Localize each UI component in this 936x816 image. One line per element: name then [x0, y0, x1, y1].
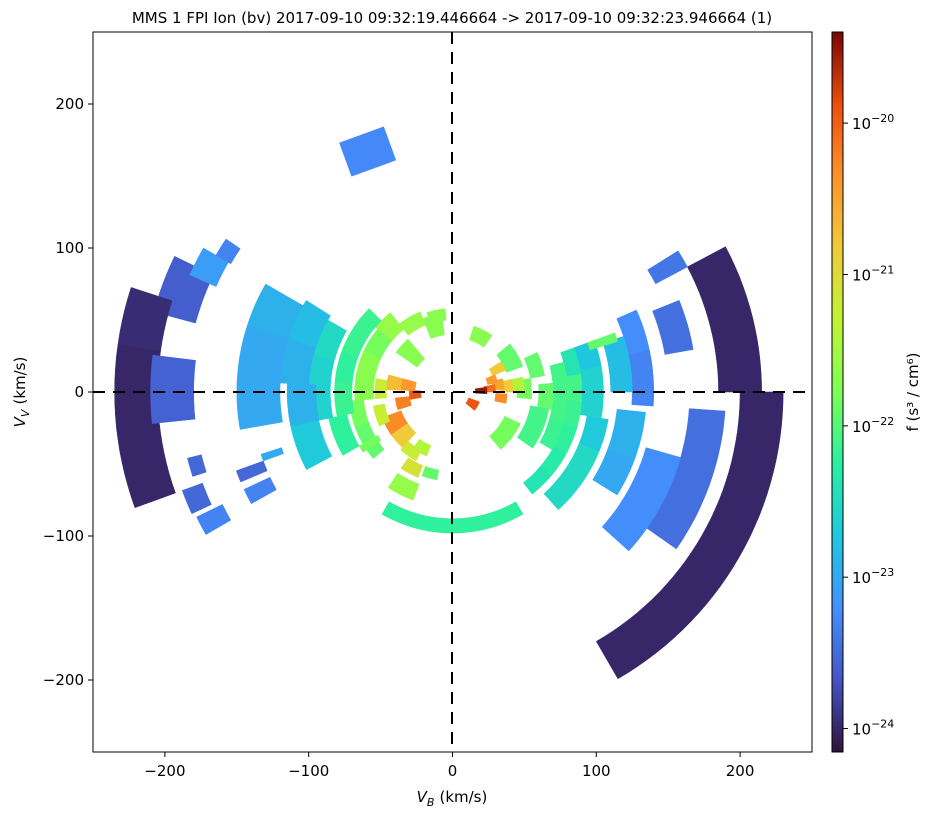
distribution-cell: [608, 360, 633, 393]
colorbar-tick-exponent: −24: [871, 718, 894, 731]
x-tick-label: 0: [448, 762, 458, 780]
distribution-cell: [489, 415, 521, 450]
distribution-cell: [677, 408, 726, 477]
distribution-cell: [334, 381, 355, 417]
distribution-cell: [488, 361, 507, 377]
distribution-cell: [354, 374, 375, 401]
distribution-cell: [687, 246, 762, 393]
x-tick-label: −100: [288, 762, 329, 780]
x-axis-label: VB (km/s): [417, 788, 488, 809]
distribution-cell: [116, 422, 176, 509]
distribution-cell: [334, 351, 359, 384]
distribution-cell: [516, 405, 550, 449]
distribution-cell: [400, 457, 424, 478]
y-tick-label: −100: [43, 527, 84, 545]
distribution-cell: [390, 423, 417, 448]
distribution-streak: [189, 247, 229, 287]
y-tick-label: 100: [55, 239, 84, 257]
colorbar-tick-label: 10−23: [852, 566, 894, 587]
distribution-streak: [260, 447, 284, 462]
x-tick-label: −200: [144, 762, 185, 780]
y-axis-label-sub: V: [19, 408, 32, 417]
distribution-cell: [372, 403, 391, 427]
distribution-cell: [595, 535, 740, 680]
distribution-cell: [652, 299, 694, 355]
colorbar-tick-base: 10: [852, 266, 871, 284]
distribution-cell: [465, 397, 480, 411]
distribution-cell: [523, 352, 545, 379]
distribution-streak: [647, 250, 688, 285]
distribution-cell: [421, 466, 440, 481]
y-axis: 200 100 0 −100 −200: [43, 95, 93, 689]
distribution-cell: [426, 308, 447, 324]
distribution-cell: [494, 393, 508, 404]
x-axis: −200 −100 0 100 200: [144, 752, 754, 780]
x-axis-label-unit: (km/s): [439, 788, 487, 806]
distribution-streak: [235, 460, 268, 483]
distribution-cell: [628, 349, 655, 407]
distribution-streak: [243, 476, 277, 505]
distribution-cell: [579, 391, 604, 419]
x-tick-label: 100: [582, 762, 611, 780]
distribution-streak: [196, 504, 232, 535]
colorbar: [831, 31, 844, 753]
distribution-streak: [587, 332, 618, 351]
y-axis-label: VV (km/s): [11, 357, 32, 428]
x-axis-label-sub: B: [427, 796, 435, 809]
y-axis-label-base: V: [11, 415, 29, 427]
colorbar-tick-label: 10−21: [852, 263, 894, 284]
colorbar-tick-label: 10−22: [852, 415, 894, 436]
distribution-cell: [579, 365, 604, 393]
colorbar-tick-exponent: −23: [871, 566, 894, 579]
distribution-cell: [386, 374, 403, 391]
chart-title: MMS 1 FPI Ion (bv) 2017-09-10 09:32:19.4…: [132, 9, 772, 27]
distribution-cell: [537, 382, 554, 410]
colorbar-tick-base: 10: [852, 115, 871, 133]
x-axis-label-base: V: [417, 788, 429, 806]
colorbar-label: f (s³ / cm⁶): [904, 352, 922, 431]
distribution-cell: [374, 378, 388, 400]
distribution-cell: [626, 447, 681, 512]
colorbar-tick-exponent: −21: [871, 263, 894, 276]
distribution-cell: [452, 501, 524, 534]
colorbar-tick-exponent: −20: [871, 112, 894, 125]
distribution-cell: [387, 472, 420, 501]
distribution-cells: [114, 126, 784, 680]
distribution-cell: [400, 378, 417, 391]
distribution-cell: [607, 409, 646, 459]
distribution-cell: [236, 380, 283, 430]
distribution-cell: [381, 501, 453, 534]
x-tick-label: 200: [726, 762, 755, 780]
distribution-cell: [150, 354, 196, 424]
distribution-patch: [339, 126, 397, 177]
y-tick-label: 0: [74, 383, 84, 401]
distribution-cell: [286, 383, 320, 427]
distribution-cell: [395, 396, 412, 411]
distribution-cell: [395, 338, 426, 368]
y-tick-label: −200: [43, 671, 84, 689]
distribution-cell: [566, 373, 583, 402]
colorbar-tick-base: 10: [852, 418, 871, 436]
colorbar-tick-exponent: −22: [871, 415, 894, 428]
distribution-cell: [399, 311, 426, 336]
distribution-streak: [187, 454, 207, 477]
distribution-cell: [290, 420, 333, 471]
colorbar-tick-base: 10: [852, 569, 871, 587]
distribution-streak: [215, 238, 241, 265]
distribution-cell: [308, 354, 335, 388]
y-tick-label: 200: [55, 95, 84, 113]
distribution-streak: [358, 434, 382, 453]
y-axis-label-unit: (km/s): [11, 357, 29, 405]
colorbar-tick-label: 10−24: [852, 718, 894, 739]
colorbar-tick-label: 10−20: [852, 112, 894, 133]
colorbar-tick-base: 10: [852, 721, 871, 739]
distribution-cell: [400, 440, 422, 462]
distribution-cell: [485, 374, 498, 385]
distribution-streak: [181, 482, 212, 515]
distribution-cell: [469, 325, 493, 348]
